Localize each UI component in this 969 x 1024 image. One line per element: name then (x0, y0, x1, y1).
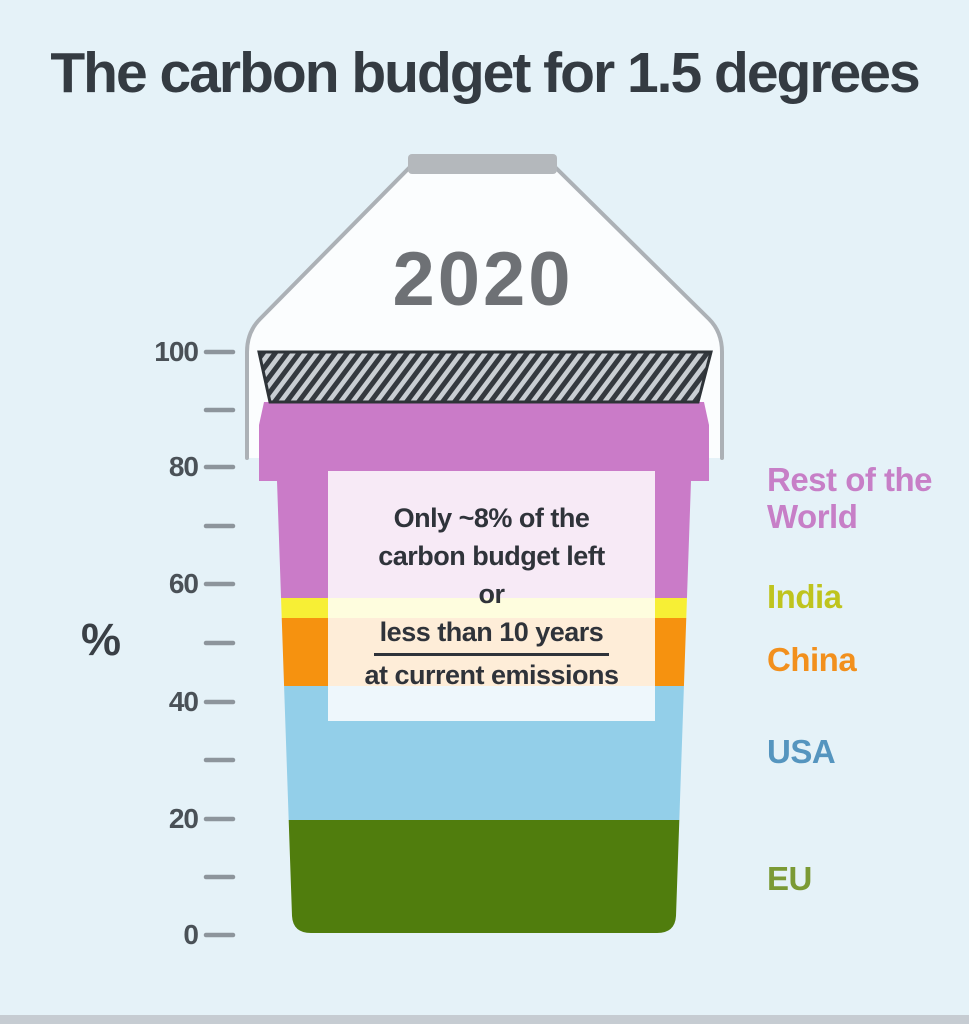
year-label: 2020 (392, 237, 574, 322)
segment-remaining-hatched (257, 350, 713, 404)
legend-item-usa: USA (767, 733, 836, 770)
tick-label-100: 100 (154, 336, 199, 367)
tick-label-0: 0 (183, 919, 199, 950)
tick-label-20: 20 (168, 803, 199, 834)
legend-item-china: China (767, 641, 857, 678)
callout-line-4: less than 10 years (328, 613, 655, 656)
legend-item-rest-of-world: Rest of the World (767, 461, 933, 535)
callout-line-1: Only ~8% of the (393, 502, 590, 533)
callout-line-5: at current emissions (364, 659, 619, 690)
segment-eu (259, 820, 709, 933)
callout-line-2: carbon budget left (378, 540, 605, 571)
legend-item-india: India (767, 578, 842, 615)
bottom-strip (0, 1015, 969, 1024)
handle-grip (408, 154, 557, 174)
callout-line-3: or (478, 578, 506, 609)
axis-unit-label: % (80, 614, 121, 665)
legend-item-eu: EU (767, 860, 812, 897)
tick-label-60: 60 (168, 568, 199, 599)
callout-box: Only ~8% of the carbon budget left or le… (328, 471, 655, 721)
axis-tick-marks (203, 349, 236, 938)
tick-label-80: 80 (168, 451, 199, 482)
tick-label-40: 40 (168, 686, 199, 717)
page-title: The carbon budget for 1.5 degrees (50, 41, 920, 105)
